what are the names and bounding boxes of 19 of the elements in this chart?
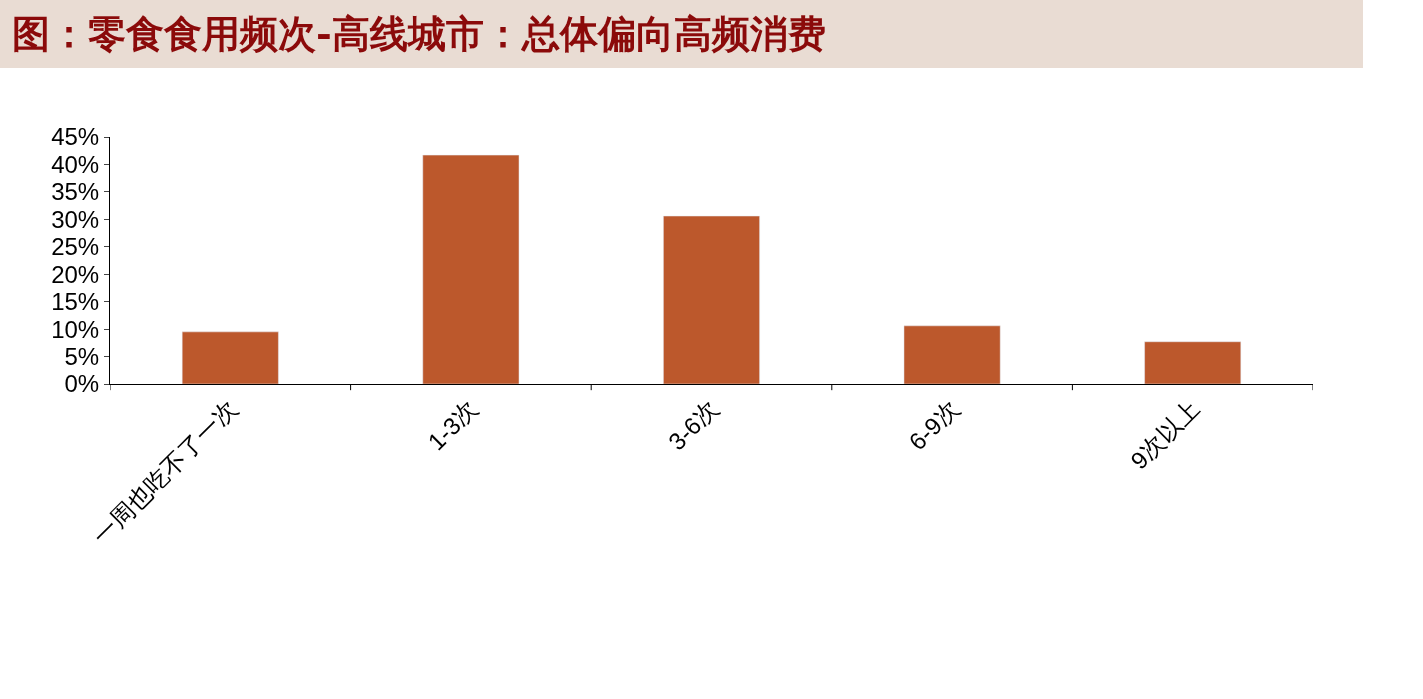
y-tick-label: 5% [64, 342, 100, 370]
x-tick-label: 3-6次 [662, 394, 724, 456]
y-tick-label: 40% [51, 150, 100, 178]
x-tick-label: 1-3次 [422, 394, 483, 456]
y-tick-label: 30% [51, 205, 100, 233]
bar [903, 325, 1001, 384]
y-tick-label: 20% [51, 260, 100, 288]
bar [422, 154, 520, 384]
x-tick-label: 6-9次 [903, 394, 965, 456]
y-tick-label: 35% [51, 178, 100, 206]
bar [663, 215, 760, 384]
y-tick-label: 15% [51, 288, 100, 316]
x-tick-label: 9次以上 [1125, 394, 1205, 475]
bar [1144, 341, 1242, 384]
chart-title: 图：零食食用频次-高线城市：总体偏向高频消费 [12, 11, 826, 56]
y-tick-label: 10% [51, 315, 100, 343]
y-tick-label: 25% [51, 233, 100, 261]
y-tick-label: 45% [51, 123, 100, 151]
bar [181, 331, 279, 384]
